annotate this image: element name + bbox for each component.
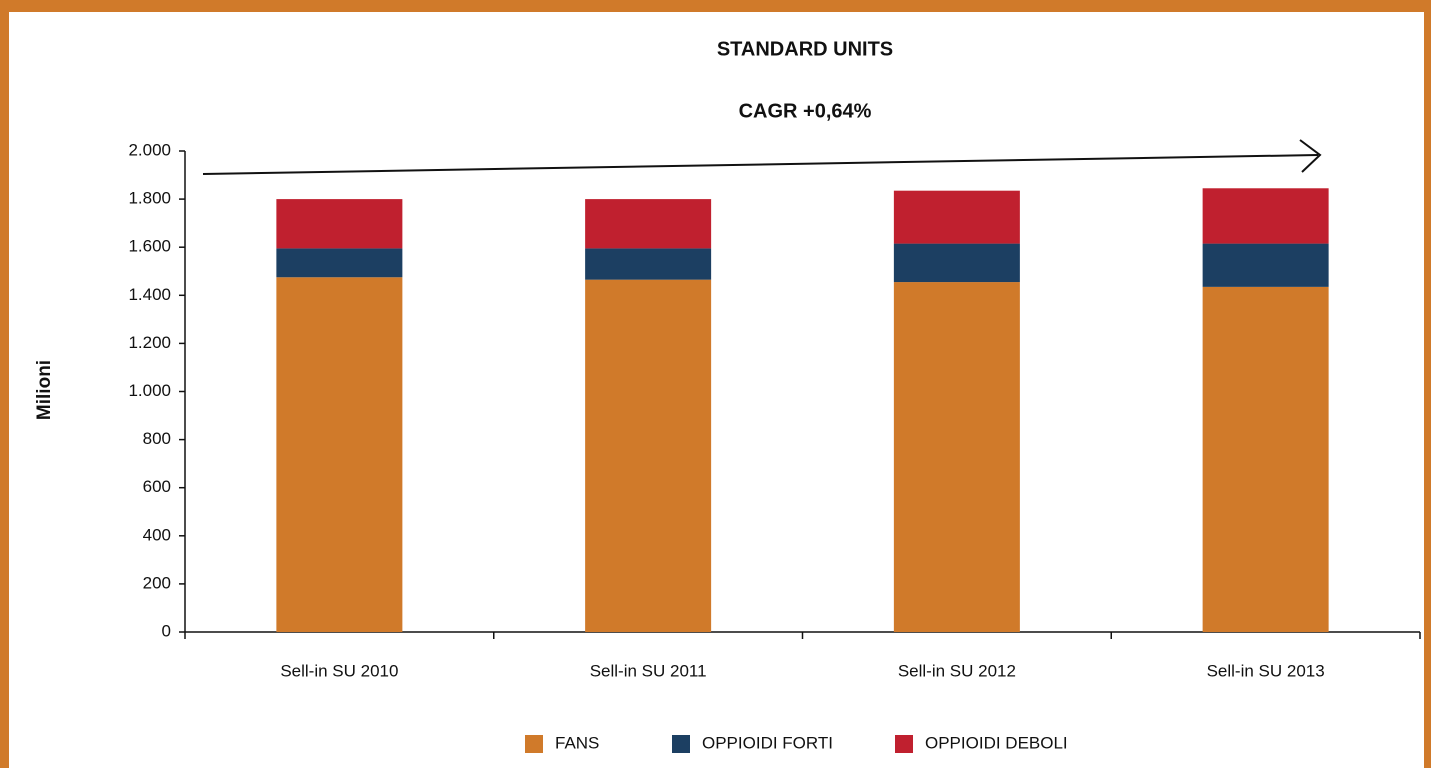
frame-right xyxy=(1424,0,1431,768)
bar-segment xyxy=(893,282,1020,632)
y-tick-label: 2.000 xyxy=(128,140,171,159)
bar-segment xyxy=(276,199,403,249)
y-tick-label: 1.000 xyxy=(128,381,171,400)
legend-swatch xyxy=(525,735,543,753)
y-tick-label: 1.600 xyxy=(128,237,171,256)
frame-left xyxy=(0,0,9,768)
y-tick-label: 1.400 xyxy=(128,285,171,304)
legend-label: OPPIOIDI DEBOLI xyxy=(925,733,1068,752)
chart-subtitle: CAGR +0,64% xyxy=(739,100,872,122)
bar-segment xyxy=(276,248,403,278)
bar-segment xyxy=(585,248,712,280)
legend-swatch xyxy=(895,735,913,753)
x-tick-label: Sell-in SU 2010 xyxy=(280,661,398,680)
x-tick-label: Sell-in SU 2012 xyxy=(898,661,1016,680)
y-tick-label: 0 xyxy=(162,621,171,640)
bar-segment xyxy=(585,199,712,249)
bar-segment xyxy=(276,277,403,632)
legend-label: OPPIOIDI FORTI xyxy=(702,733,833,752)
legend-swatch xyxy=(672,735,690,753)
y-tick-label: 600 xyxy=(143,477,171,496)
bar-segment xyxy=(1202,188,1329,244)
bar-segment xyxy=(585,279,712,632)
y-tick-label: 200 xyxy=(143,573,171,592)
y-axis-label: Milioni xyxy=(34,360,55,420)
y-tick-label: 400 xyxy=(143,525,171,544)
frame-top xyxy=(0,0,1431,12)
y-tick-label: 800 xyxy=(143,429,171,448)
legend-label: FANS xyxy=(555,733,599,752)
bar-segment xyxy=(893,190,1020,244)
bar-segment xyxy=(893,243,1020,283)
y-tick-label: 1.800 xyxy=(128,189,171,208)
x-tick-label: Sell-in SU 2011 xyxy=(590,661,707,680)
y-tick-label: 1.200 xyxy=(128,333,171,352)
bar-segment xyxy=(1202,243,1329,287)
trend-arrow xyxy=(202,139,1322,175)
bar-segment xyxy=(1202,286,1329,632)
x-tick-label: Sell-in SU 2013 xyxy=(1207,661,1325,680)
chart-title: STANDARD UNITS xyxy=(717,38,893,60)
